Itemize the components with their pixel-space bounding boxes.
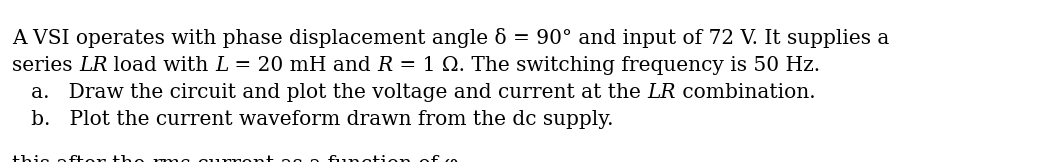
Text: L: L <box>215 56 228 75</box>
Text: a.   Draw the circuit and plot the voltage and current at the: a. Draw the circuit and plot the voltage… <box>12 83 647 102</box>
Text: series: series <box>12 56 79 75</box>
Text: load with: load with <box>108 56 215 75</box>
Text: = 1 Ω. The switching frequency is 50 Hz.: = 1 Ω. The switching frequency is 50 Hz. <box>392 56 820 75</box>
Text: = 20 mH and: = 20 mH and <box>228 56 377 75</box>
Text: this after the: this after the <box>12 155 151 162</box>
Text: A VSI operates with phase displacement angle δ = 90° and input of 72 V. It suppl: A VSI operates with phase displacement a… <box>12 28 889 48</box>
Text: combination.: combination. <box>675 83 815 102</box>
Text: current as a function of φ.: current as a function of φ. <box>190 155 465 162</box>
Text: R: R <box>377 56 392 75</box>
Text: LR: LR <box>647 83 675 102</box>
Text: b.   Plot the current waveform drawn from the dc supply.: b. Plot the current waveform drawn from … <box>12 110 613 129</box>
Text: LR: LR <box>79 56 108 75</box>
Text: rms: rms <box>151 155 190 162</box>
